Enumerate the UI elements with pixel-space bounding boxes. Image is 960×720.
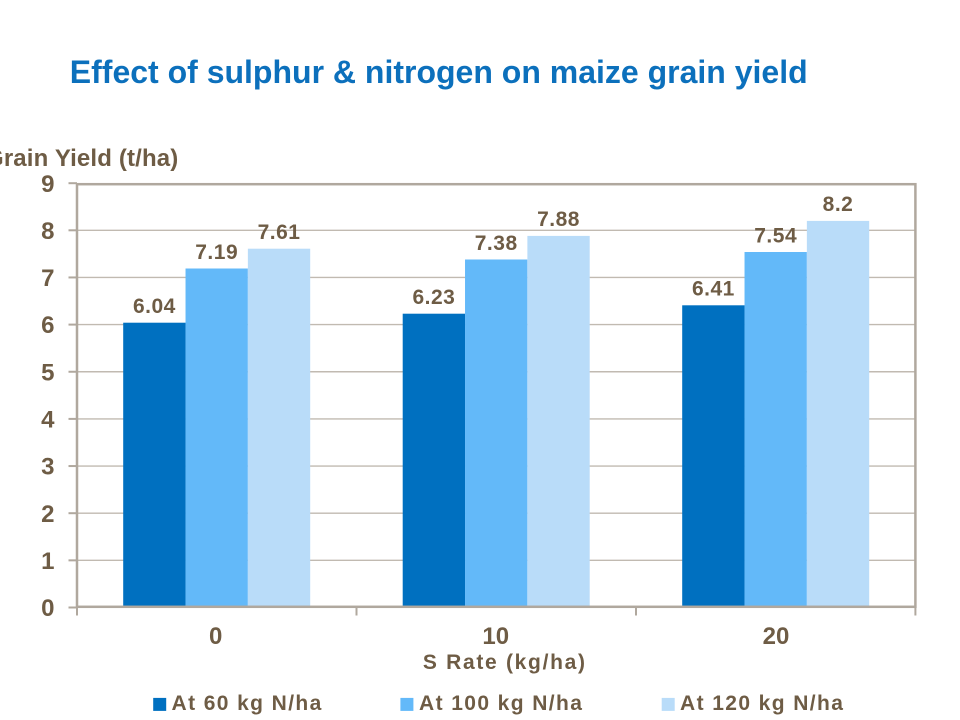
svg-text:0: 0 [209,623,222,650]
svg-text:0: 0 [41,595,54,622]
svg-text:9: 9 [41,171,54,198]
svg-text:At 60 kg N/ha: At 60 kg N/ha [172,692,323,715]
svg-text:7: 7 [41,265,54,292]
svg-text:7.61: 7.61 [258,221,301,244]
svg-text:10: 10 [482,623,509,650]
svg-text:Grain Yield (t/ha): Grain Yield (t/ha) [0,145,178,172]
svg-text:7.88: 7.88 [537,208,580,231]
svg-text:1: 1 [41,548,54,575]
svg-text:5: 5 [41,359,54,386]
svg-text:4: 4 [41,407,55,434]
svg-text:At 100 kg N/ha: At 100 kg N/ha [419,692,583,715]
svg-text:At 120 kg N/ha: At 120 kg N/ha [680,692,844,715]
svg-text:6.41: 6.41 [692,278,735,301]
svg-text:6.04: 6.04 [133,295,176,318]
svg-text:8: 8 [41,218,54,245]
svg-text:6: 6 [41,312,54,339]
svg-text:7.38: 7.38 [475,232,518,255]
svg-text:6.23: 6.23 [412,286,455,309]
svg-text:20: 20 [763,623,790,650]
svg-text:7.54: 7.54 [754,224,797,247]
svg-text:S Rate (kg/ha): S Rate (kg/ha) [423,651,587,674]
svg-text:Effect of sulphur & nitrogen o: Effect of sulphur & nitrogen on maize gr… [70,54,808,90]
svg-text:3: 3 [41,454,54,481]
svg-text:7.19: 7.19 [195,241,238,264]
svg-text:8.2: 8.2 [823,193,854,216]
svg-text:2: 2 [41,501,54,528]
